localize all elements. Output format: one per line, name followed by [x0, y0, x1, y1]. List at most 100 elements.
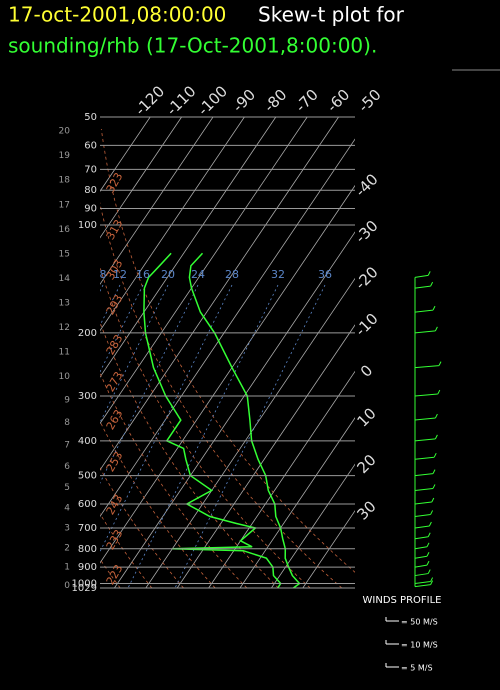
- height-tick-label: 14: [59, 274, 71, 284]
- isotherm-label: -120: [131, 82, 168, 119]
- dry-adiabat-label: 313: [104, 217, 126, 242]
- isotherm: [100, 117, 245, 332]
- y-tick-label: 70: [84, 164, 97, 175]
- isotherm: [100, 117, 151, 192]
- height-tick-label: 19: [59, 151, 71, 161]
- legend-label: = 10 M/S: [401, 641, 438, 650]
- wind-barb: [414, 326, 438, 334]
- y-tick-label: 200: [78, 328, 97, 339]
- mixing-line: [100, 284, 169, 424]
- height-tick-label: 15: [59, 249, 70, 259]
- height-tick-label: 20: [59, 127, 71, 137]
- isotherm-label: -90: [229, 86, 259, 116]
- height-tick-label: 12: [59, 323, 70, 333]
- wind-barb: [414, 469, 436, 477]
- height-tick-label: 9: [64, 395, 70, 405]
- y-tick-label: 80: [84, 185, 97, 196]
- mixing-label: 20: [161, 268, 175, 281]
- dry-adiabat-label: 323: [104, 170, 126, 195]
- isotherm: [271, 463, 355, 588]
- wind-barb: [414, 580, 434, 588]
- chart-title: Skew-t plot for: [258, 3, 405, 27]
- isotherm-label: -70: [292, 86, 322, 116]
- y-tick-label: 60: [84, 140, 97, 151]
- y-tick-label: 1029: [72, 583, 97, 594]
- isotherm-label: -50: [355, 86, 385, 116]
- height-tick-label: 17: [59, 200, 70, 210]
- wind-barb: [414, 305, 436, 313]
- mixing-label: 36: [318, 268, 332, 281]
- height-tick-label: 10: [59, 372, 71, 382]
- height-tick-label: 13: [59, 299, 70, 309]
- dry-adiabat-label: 253: [104, 449, 126, 474]
- wind-barb: [414, 281, 434, 289]
- isotherm-label: 0: [357, 361, 376, 380]
- isotherm: [114, 231, 355, 588]
- legend-barb: [385, 663, 399, 668]
- wind-barb: [414, 542, 430, 550]
- y-tick-label: 800: [78, 544, 97, 555]
- isotherm: [239, 417, 355, 588]
- winds-title: WINDS PROFILE: [363, 595, 442, 606]
- dry-adiabat: [0, 129, 88, 588]
- isotherm-label: -40: [352, 170, 382, 200]
- sounding-line: [143, 252, 282, 588]
- dry-adiabat: [100, 420, 216, 588]
- y-tick-label: 900: [78, 562, 97, 573]
- wind-barb: [414, 497, 435, 505]
- isotherm-label: -30: [352, 217, 382, 247]
- wind-barb: [414, 452, 437, 460]
- height-tick-label: 4: [64, 504, 70, 514]
- wind-barb: [414, 552, 430, 559]
- height-tick-label: 8: [64, 418, 70, 428]
- wind-barb: [414, 521, 432, 529]
- wind-barb: [414, 577, 434, 585]
- wind-barb: [414, 434, 438, 442]
- wind-barb: [414, 389, 441, 397]
- isotherm: [100, 138, 355, 518]
- height-tick-label: 16: [59, 225, 71, 235]
- chart-subtitle: sounding/rhb (17-Oct-2001,8:00:00).: [8, 34, 377, 58]
- mixing-label: 8: [100, 268, 107, 281]
- isotherm-label: -80: [260, 86, 290, 116]
- mixing-line: [100, 284, 233, 553]
- dry-adiabat-label: 293: [104, 292, 126, 317]
- dry-adiabat: [0, 129, 57, 588]
- isotherm: [100, 117, 182, 239]
- height-tick-label: 7: [64, 440, 70, 450]
- isotherm: [176, 324, 355, 588]
- mixing-line: [100, 284, 199, 484]
- mixing-label: 32: [271, 268, 285, 281]
- height-tick-label: 1: [64, 562, 70, 572]
- mixing-line: [127, 284, 279, 588]
- height-tick-label: 18: [59, 176, 71, 186]
- y-tick-label: 1000: [72, 579, 97, 590]
- chart-title: 17-oct-2001,08:00:00: [8, 3, 226, 27]
- isotherm-label: -100: [194, 82, 231, 119]
- y-tick-label: 500: [78, 471, 97, 482]
- isotherm: [100, 117, 277, 378]
- dry-adiabat: [100, 558, 121, 588]
- isotherm: [208, 370, 355, 588]
- isotherm: [302, 510, 355, 588]
- wind-barb: [414, 413, 438, 421]
- isotherm: [100, 117, 339, 471]
- mixing-label: 12: [113, 268, 127, 281]
- height-tick-label: 11: [59, 348, 70, 358]
- mixing-line: [174, 284, 326, 588]
- y-tick-label: 700: [78, 523, 97, 534]
- isotherm-label: -60: [323, 86, 353, 116]
- dry-adiabat: [100, 265, 311, 588]
- isotherm: [100, 117, 214, 285]
- y-tick-label: 400: [78, 436, 97, 447]
- mixing-label: 16: [136, 268, 150, 281]
- mixing-line: [100, 284, 144, 373]
- wind-barb: [414, 510, 434, 517]
- height-tick-label: 0: [64, 581, 70, 591]
- isotherm-label: 10: [354, 404, 380, 430]
- y-tick-label: 90: [84, 204, 97, 215]
- isotherm: [100, 184, 355, 564]
- legend-barb: [385, 640, 399, 645]
